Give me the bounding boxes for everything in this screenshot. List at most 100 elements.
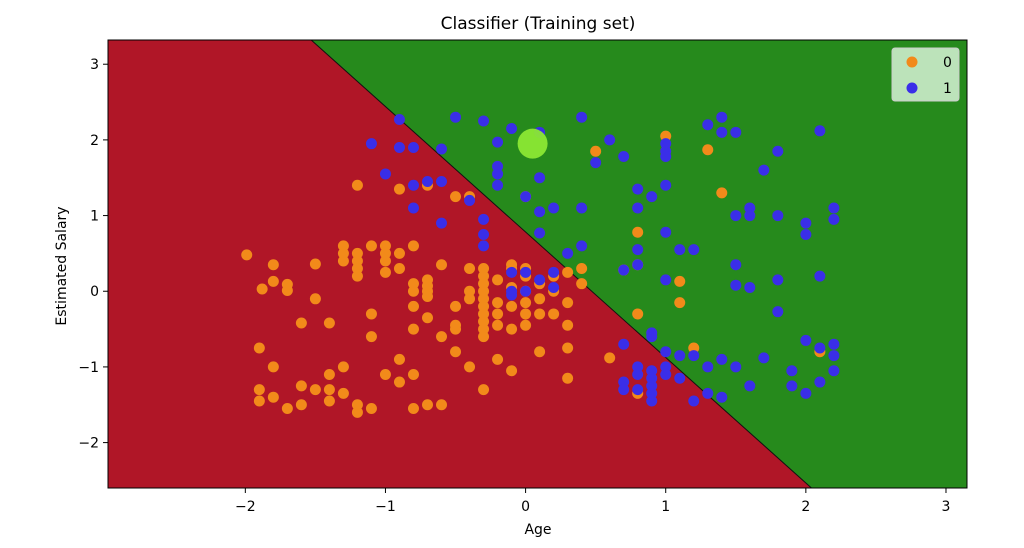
point-class-0 xyxy=(562,342,574,354)
point-class-0 xyxy=(379,266,391,278)
point-class-0 xyxy=(253,395,265,407)
point-class-1 xyxy=(534,206,546,218)
point-class-0 xyxy=(478,293,490,305)
y-axis-label: Estimated Salary xyxy=(54,206,70,325)
point-class-1 xyxy=(618,151,630,163)
point-class-0 xyxy=(323,384,335,396)
point-class-1 xyxy=(618,264,630,276)
point-class-0 xyxy=(295,317,307,329)
point-class-0 xyxy=(478,300,490,312)
point-class-0 xyxy=(351,255,363,267)
point-class-0 xyxy=(478,278,490,290)
point-class-1 xyxy=(716,126,728,138)
point-class-1 xyxy=(534,172,546,184)
point-class-0 xyxy=(506,365,518,377)
point-class-0 xyxy=(407,278,419,290)
point-class-1 xyxy=(814,376,826,388)
point-class-1 xyxy=(450,111,462,123)
point-class-1 xyxy=(618,338,630,350)
point-class-0 xyxy=(576,263,588,275)
point-class-0 xyxy=(379,247,391,259)
point-class-0 xyxy=(492,353,504,365)
point-class-0 xyxy=(421,280,433,292)
point-class-1 xyxy=(646,380,658,392)
point-class-1 xyxy=(814,125,826,137)
y-tick-label: 1 xyxy=(90,209,99,225)
point-class-1 xyxy=(716,391,728,403)
x-tick-label: −2 xyxy=(235,499,256,515)
point-class-0 xyxy=(450,323,462,335)
point-class-1 xyxy=(576,240,588,252)
point-class-0 xyxy=(492,319,504,331)
point-class-0 xyxy=(267,259,279,271)
point-class-0 xyxy=(323,395,335,407)
point-class-0 xyxy=(421,291,433,303)
point-class-0 xyxy=(323,317,335,329)
point-class-1 xyxy=(716,111,728,123)
x-tick-label: 1 xyxy=(661,499,670,515)
point-class-1 xyxy=(730,279,742,291)
point-class-1 xyxy=(520,191,532,203)
point-class-1 xyxy=(730,259,742,271)
y-tick-label: 2 xyxy=(90,133,99,149)
point-class-1 xyxy=(814,342,826,354)
point-class-0 xyxy=(365,308,377,320)
point-class-0 xyxy=(365,240,377,252)
legend-label-class-0: 0 xyxy=(943,55,952,71)
legend-swatch-class-1 xyxy=(906,82,918,94)
point-class-0 xyxy=(478,316,490,328)
point-class-0 xyxy=(576,278,588,290)
point-class-1 xyxy=(674,244,686,256)
point-class-0 xyxy=(590,145,602,157)
point-class-1 xyxy=(660,138,672,150)
point-class-1 xyxy=(828,338,840,350)
point-class-0 xyxy=(688,342,700,354)
point-class-0 xyxy=(492,297,504,309)
point-class-1 xyxy=(688,244,700,256)
point-class-0 xyxy=(337,255,349,267)
point-class-0 xyxy=(450,300,462,312)
legend-label-class-1: 1 xyxy=(943,81,952,97)
point-class-1 xyxy=(646,395,658,407)
point-class-1 xyxy=(646,191,658,203)
point-class-1 xyxy=(772,306,784,318)
point-class-1 xyxy=(744,210,756,222)
point-class-0 xyxy=(241,249,253,261)
point-class-0 xyxy=(337,361,349,373)
point-class-0 xyxy=(365,331,377,343)
point-class-0 xyxy=(478,323,490,335)
x-tick-label: 0 xyxy=(521,499,530,515)
point-class-0 xyxy=(520,297,532,309)
point-class-1 xyxy=(772,145,784,157)
point-class-1 xyxy=(604,134,616,146)
point-class-1 xyxy=(744,380,756,392)
point-class-1 xyxy=(393,141,405,153)
point-class-1 xyxy=(590,157,602,169)
point-class-0 xyxy=(478,384,490,396)
point-class-0 xyxy=(393,376,405,388)
point-class-1 xyxy=(632,368,644,380)
point-class-0 xyxy=(337,240,349,252)
point-class-1 xyxy=(814,270,826,282)
point-class-1 xyxy=(464,194,476,206)
decision-boundary xyxy=(310,40,812,488)
plot-frame xyxy=(107,39,968,489)
point-class-0 xyxy=(351,270,363,282)
point-class-1 xyxy=(506,266,518,278)
point-class-0 xyxy=(407,240,419,252)
point-class-1 xyxy=(534,274,546,286)
point-class-0 xyxy=(450,191,462,203)
point-class-1 xyxy=(478,115,490,127)
point-class-1 xyxy=(478,240,490,252)
point-class-1 xyxy=(436,143,448,155)
point-class-1 xyxy=(492,179,504,191)
point-class-0 xyxy=(548,308,560,320)
point-class-0 xyxy=(492,308,504,320)
point-class-0 xyxy=(436,259,448,271)
point-class-1 xyxy=(660,346,672,358)
plot-area xyxy=(108,40,967,488)
point-class-1 xyxy=(660,151,672,163)
point-class-1 xyxy=(688,350,700,362)
point-class-1 xyxy=(365,138,377,150)
